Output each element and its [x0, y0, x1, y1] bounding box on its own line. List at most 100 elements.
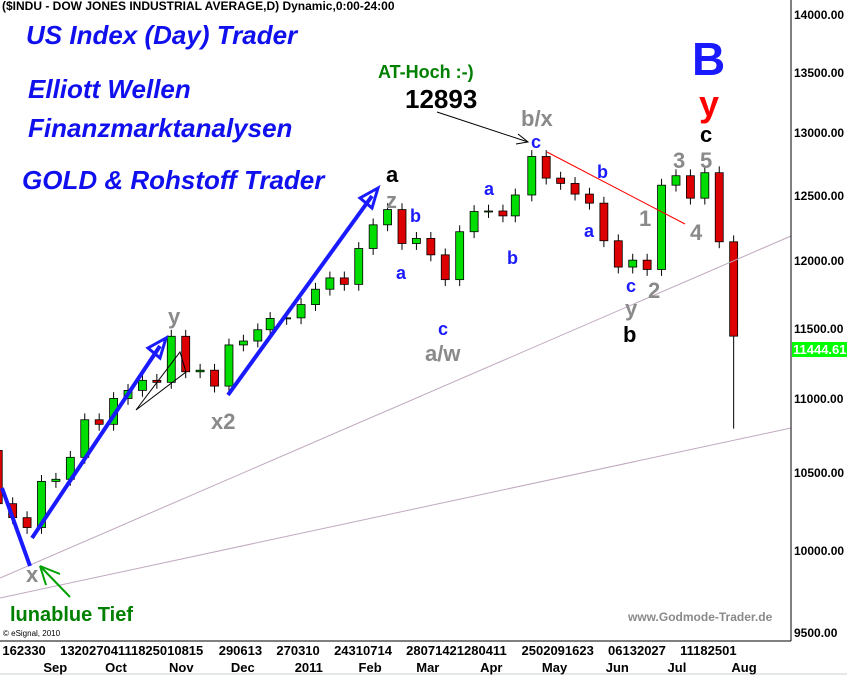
y-tick-label: 11000.00: [794, 392, 844, 407]
candle-body: [714, 172, 724, 243]
arrowhead-1: [145, 334, 169, 361]
lunablue-arrows: [39, 565, 71, 598]
candle-body: [527, 156, 537, 196]
trendline-purple-lower: [0, 427, 792, 599]
promo-finanz: Finanzmarktanalysen: [28, 113, 293, 143]
wave-label: b: [623, 322, 637, 347]
candle-body: [642, 259, 652, 270]
wave-label: b: [410, 206, 421, 226]
candle-body: [325, 277, 335, 290]
website-watermark: www.Godmode-Trader.de: [628, 610, 773, 624]
y-tick-label: 10500.00: [794, 466, 845, 481]
candle-body: [0, 450, 3, 505]
candle-body: [412, 237, 421, 244]
wave-label: 5: [700, 148, 713, 173]
x-month-tick-label: Feb: [358, 660, 382, 675]
x-day-tick-label: 162330: [2, 643, 46, 658]
last-price-label: 11444.61: [792, 342, 847, 357]
y-tick-label: 12500.00: [794, 188, 845, 203]
chart-title: ($INDU - DOW JONES INDUSTRIAL AVERAGE,D)…: [2, 0, 395, 13]
trendline-purple-upper: [0, 235, 792, 579]
y-tick-label: 11500.00: [794, 321, 844, 336]
promo-us-index: US Index (Day) Trader: [26, 20, 298, 50]
candle-body: [166, 335, 176, 383]
candle-body: [556, 177, 566, 184]
promo-elliott: Elliott Wellen: [28, 74, 191, 104]
at-hoch-arrowhead: [515, 133, 530, 145]
candle-body: [195, 369, 205, 373]
y-tick-label: 9500.00: [794, 626, 838, 640]
y-tick-label: 14000.00: [794, 8, 845, 22]
x-month-tick-label: Dec: [230, 660, 255, 675]
wave-label: a: [584, 221, 595, 241]
triangle-pattern: [135, 350, 187, 411]
wave-label: b: [507, 248, 518, 268]
y-tick-label: 10000.00: [794, 544, 845, 559]
candle-body: [484, 210, 493, 213]
promo-gold: GOLD & Rohstoff Trader: [22, 165, 325, 195]
candle-body: [585, 193, 594, 204]
wave-label: 3: [673, 148, 686, 173]
at-hoch-label: AT-Hoch :-): [378, 62, 474, 82]
wave-label-bx: b/x: [521, 106, 553, 131]
y-tick-label: 13000.00: [794, 126, 845, 141]
wave-label: z: [386, 188, 397, 213]
candle-body: [181, 335, 191, 373]
x-day-tick-label: 24310714: [334, 643, 392, 658]
candle-body: [94, 419, 104, 425]
candle-body: [541, 156, 551, 179]
x-month-tick-label: Sep: [43, 660, 68, 675]
candle-body: [37, 481, 46, 528]
x-day-tick-label: 06132027: [608, 643, 666, 658]
wave-label: 2: [648, 278, 661, 303]
x-month-tick-label: May: [541, 660, 568, 675]
candle-body: [210, 369, 219, 387]
wave-arrow-2: [226, 194, 374, 397]
candle-body: [397, 209, 407, 244]
candle-body: [426, 237, 436, 256]
candle-body: [440, 254, 450, 281]
y-tick-label: 13500.00: [794, 65, 845, 80]
candle-body: [138, 379, 147, 391]
wave-label: b: [597, 162, 608, 182]
candle-body: [265, 318, 275, 331]
wave-label-B: B: [692, 33, 726, 85]
candle-body: [599, 202, 609, 242]
candle-body: [686, 175, 695, 199]
candle-body: [700, 172, 710, 199]
x-month-tick-label: Mar: [416, 660, 440, 675]
candle-body: [354, 248, 364, 285]
at-hoch-value: 12893: [405, 84, 478, 114]
x-month-tick-label: 2011: [294, 660, 323, 675]
candle-body: [613, 240, 623, 268]
wave-label: c: [438, 319, 449, 339]
wave-label: c: [531, 132, 542, 152]
y-tick-label: 12000.00: [794, 253, 845, 268]
candle-body: [570, 183, 580, 195]
wave-label: a: [386, 162, 399, 187]
x-day-tick-label: 11182501: [680, 643, 737, 658]
wave-label: 4: [690, 220, 703, 245]
candle-body: [729, 241, 739, 337]
x-month-tick-label: Nov: [169, 660, 194, 675]
candle-body: [51, 478, 61, 482]
wave-label: x2: [211, 409, 236, 434]
candle-body: [657, 184, 666, 270]
wave-arrow-1: [30, 344, 162, 540]
candle-body: [22, 517, 32, 528]
candle-body: [339, 277, 349, 285]
candles: [0, 150, 739, 534]
x-month-tick-label: Oct: [105, 660, 127, 675]
x-day-tick-label: 13202704111825010815: [60, 643, 204, 658]
candle-body: [510, 194, 520, 217]
candle-body: [469, 211, 479, 233]
candle-body: [368, 224, 378, 249]
candle-body: [224, 344, 234, 387]
trendline-red: [546, 151, 686, 225]
x-month-tick-label: Jul: [667, 660, 687, 675]
at-hoch-arrow: [436, 111, 529, 143]
candle-body: [311, 288, 320, 305]
x-day-tick-label: 270310: [276, 643, 320, 658]
